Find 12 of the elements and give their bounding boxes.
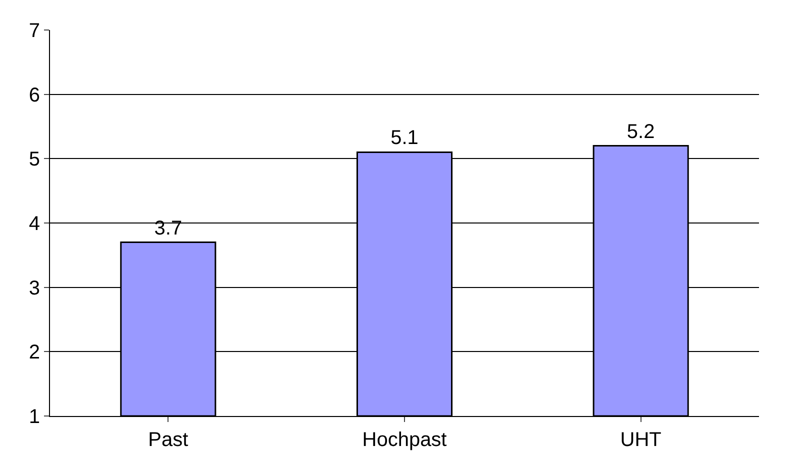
x-tick-label: Past [148,429,189,451]
x-tick-label: Hochpast [362,429,448,451]
y-tick-label: 6 [28,84,40,106]
y-tick-label: 3 [28,277,40,300]
y-tick-label: 2 [28,342,40,364]
y-tick-label: 1 [28,406,40,428]
data-label: 5.2 [626,120,655,143]
x-tick-label: UHT [620,429,662,451]
y-tick-label: 7 [28,20,40,42]
y-tick-label: 4 [28,213,40,235]
data-label: 5.1 [390,127,418,150]
y-tick-label: 5 [28,148,40,171]
